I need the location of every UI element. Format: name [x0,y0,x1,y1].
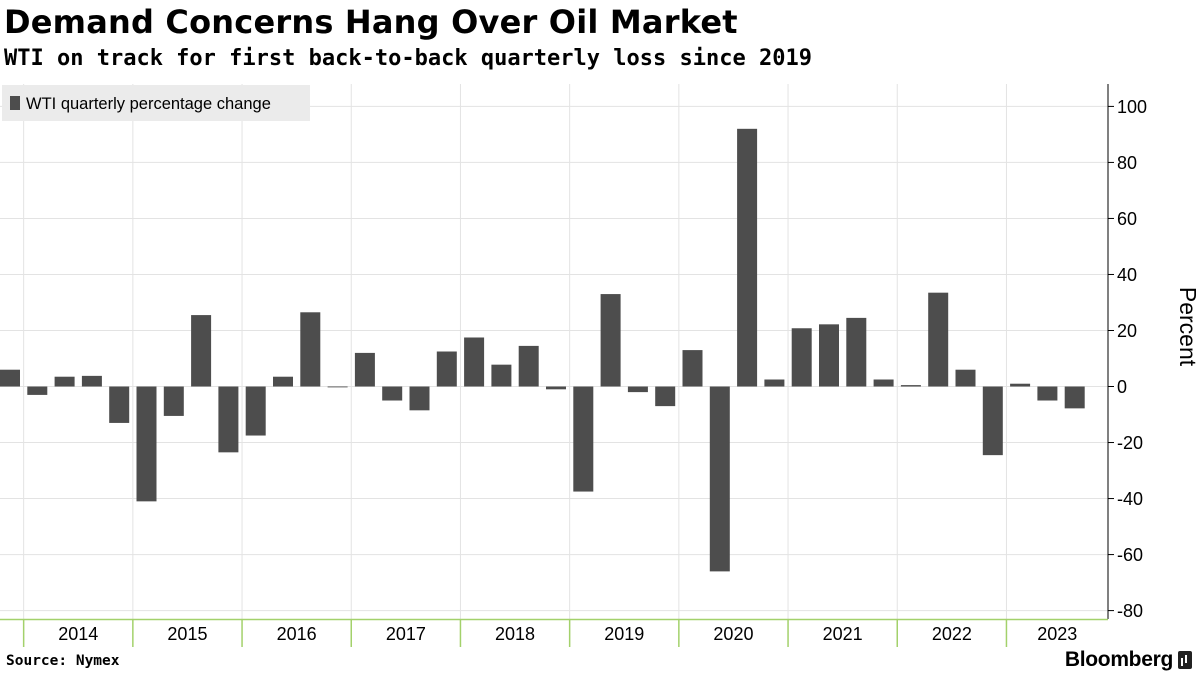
x-tick-label: 2017 [386,624,426,644]
bar [600,294,621,387]
bar [0,369,20,387]
bar [1037,386,1058,401]
x-tick-label: 2021 [823,624,863,644]
bar [382,386,403,401]
bar [709,386,730,572]
y-tick-label: -80 [1117,601,1143,621]
axes: 100 80 60 40 20 0 -20 -40 -60 -80 2014 2015 2016 2017… [0,84,1147,647]
bar [136,386,157,502]
bar [819,324,839,387]
bar [109,386,130,423]
bar [546,386,566,390]
y-axis-label: Percent [1175,287,1200,367]
bar [300,312,321,387]
x-tick-label: 2014 [58,624,98,644]
y-tick-label: 20 [1117,321,1137,341]
bar [655,386,676,407]
bar [54,376,75,387]
bar [491,364,512,387]
bar [354,352,375,387]
bar [245,386,266,436]
grid-lines [0,84,1108,619]
bar [218,386,239,453]
y-tick-label: -20 [1117,433,1143,453]
bar [1064,386,1085,409]
x-tick-label: 2018 [495,624,535,644]
x-tick-label: 2022 [932,624,972,644]
brand-logo: Bloomberg [1065,648,1192,672]
bar [163,386,184,416]
bar [873,379,894,387]
brand-name: Bloomberg [1064,648,1173,671]
bar [900,385,921,387]
legend-background [2,85,310,121]
bar [273,376,293,387]
y-tick-label: 100 [1117,97,1147,117]
bar [573,386,594,492]
bar [791,328,812,387]
bar [955,369,976,387]
bar [518,345,539,387]
chart-title: Demand Concerns Hang Over Oil Market [4,3,738,41]
bar [27,386,48,395]
bar [982,386,1003,456]
bar [764,379,785,387]
y-tick-label: -60 [1117,545,1143,565]
x-tick-label: 2016 [277,624,317,644]
chart-subtitle: WTI on track for first back-to-back quar… [4,46,812,71]
bars [0,128,1085,572]
x-tick-label: 2023 [1037,624,1077,644]
y-tick-label: 60 [1117,209,1137,229]
bar [1010,383,1031,387]
y-tick-label: 80 [1117,153,1137,173]
legend-swatch [10,96,20,110]
bar [846,317,867,387]
legend: WTI quarterly percentage change [2,85,310,121]
bar [436,351,457,387]
y-tick-label: -40 [1117,489,1143,509]
y-tick-label: 40 [1117,265,1137,285]
bloomberg-terminal-icon [1178,651,1192,669]
bar [81,375,102,387]
legend-label: WTI quarterly percentage change [26,95,271,113]
bar [682,350,703,387]
x-tick-label: 2019 [604,624,644,644]
x-tick-label: 2015 [167,624,207,644]
bar [191,315,212,387]
bar [928,292,949,387]
x-tick-label: 2020 [713,624,753,644]
bar [464,337,485,387]
bar [409,386,430,411]
y-tick-label: 0 [1117,377,1127,397]
bar [627,386,648,393]
bar [327,386,348,388]
bar [737,128,758,387]
source-note: Source: Nymex [6,653,120,669]
